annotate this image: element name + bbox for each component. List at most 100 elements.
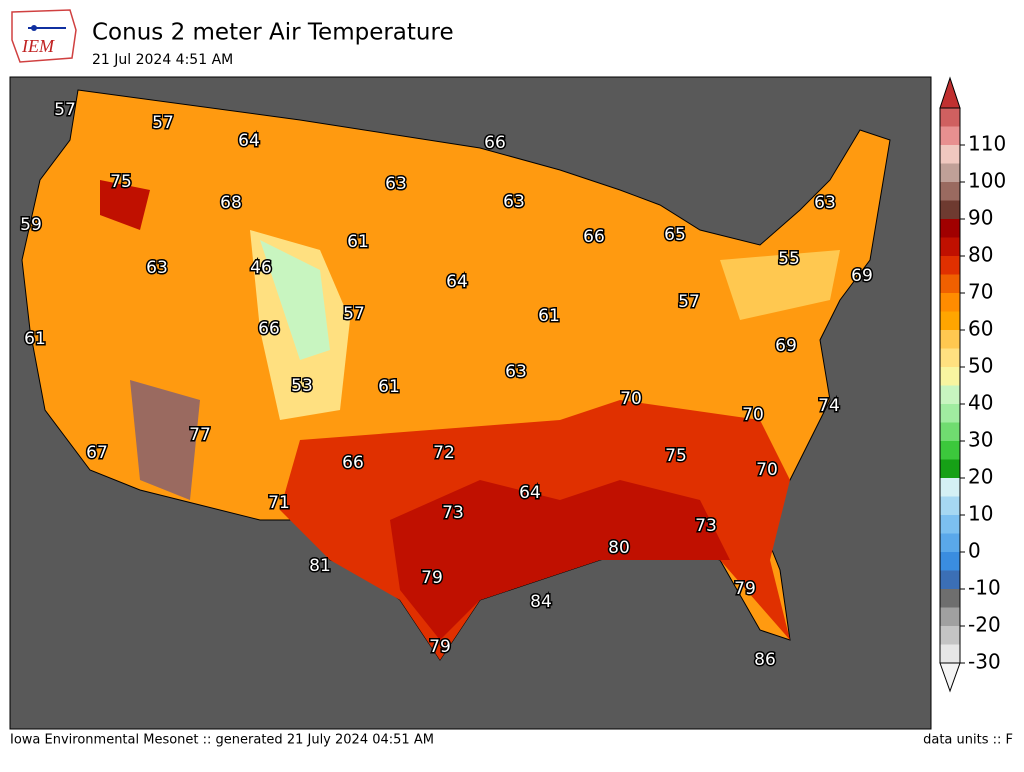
station-label: 64 [238, 131, 260, 151]
station-label: 72 [433, 443, 455, 463]
station-label: 75 [110, 172, 132, 192]
colorbar-segment [940, 626, 960, 645]
station-label: 63 [814, 193, 836, 213]
subtitle: 21 Jul 2024 4:51 AM [92, 52, 233, 68]
station-label: 84 [530, 592, 552, 612]
station-label: 74 [818, 396, 840, 416]
station-label: 68 [220, 193, 242, 213]
colorbar-segment [940, 404, 960, 423]
colorbar-frame [939, 107, 961, 664]
station-label: 69 [851, 266, 873, 286]
station-label: 81 [309, 556, 331, 576]
station-label: 53 [291, 376, 313, 396]
colorbar-tick-label: 10 [968, 502, 993, 526]
logo-text: IEM [21, 36, 55, 56]
colorbar-segment [940, 478, 960, 497]
station-label: 73 [695, 516, 717, 536]
colorbar-segment [940, 459, 960, 478]
station-label: 61 [378, 377, 400, 397]
colorbar-segment [940, 237, 960, 256]
colorbar-segment [940, 570, 960, 589]
colorbar-tick-label: 110 [968, 132, 1006, 156]
colorbar-segment [940, 441, 960, 460]
colorbar-tick-label: 90 [968, 206, 993, 230]
colorbar-segment [940, 422, 960, 441]
logo: IEM [11, 9, 77, 63]
station-label: 80 [608, 538, 630, 558]
station-label: 73 [442, 503, 464, 523]
station-label: 65 [664, 225, 686, 245]
colorbar-segment [940, 200, 960, 219]
colorbar-tick-label: 20 [968, 465, 993, 489]
colorbar-tick-label: -30 [968, 650, 1001, 674]
station-label: 61 [538, 306, 560, 326]
station-label: 70 [620, 389, 642, 409]
colorbar-segment [940, 348, 960, 367]
station-label: 70 [742, 405, 764, 425]
colorbar-tick-label: 40 [968, 391, 993, 415]
colorbar-segment [940, 163, 960, 182]
station-label: 79 [429, 637, 451, 657]
colorbar-segment [940, 385, 960, 404]
station-label: 61 [24, 329, 46, 349]
station-label: 75 [665, 446, 687, 466]
station-label: 79 [734, 579, 756, 599]
colorbar-tick-label: 30 [968, 428, 993, 452]
colorbar-segment [940, 589, 960, 608]
station-label: 71 [268, 493, 290, 513]
colorbar-tick-label: 70 [968, 280, 993, 304]
station-label: 59 [20, 215, 42, 235]
colorbar-segment [940, 274, 960, 293]
station-label: 66 [342, 453, 364, 473]
colorbar-segment [940, 533, 960, 552]
station-label: 61 [347, 232, 369, 252]
station-label: 64 [519, 483, 541, 503]
colorbar-segment [940, 256, 960, 275]
colorbar-tick-label: 60 [968, 317, 993, 341]
colorbar-segment [940, 607, 960, 626]
footer-right: data units :: F [923, 733, 1013, 748]
station-label: 57 [343, 304, 365, 324]
station-label: 77 [189, 425, 211, 445]
colorbar-segment [940, 219, 960, 238]
station-label: 66 [258, 319, 280, 339]
colorbar-segment [940, 293, 960, 312]
colorbar-segment [940, 367, 960, 386]
station-label: 70 [756, 460, 778, 480]
colorbar-tick-label: -20 [968, 613, 1001, 637]
station-label: 46 [250, 258, 272, 278]
colorbar-segment [940, 515, 960, 534]
colorbar-under [939, 662, 961, 693]
colorbar-segment [940, 330, 960, 349]
station-label: 57 [54, 100, 76, 120]
station-label: 69 [775, 336, 797, 356]
station-label: 55 [778, 249, 800, 269]
map [9, 76, 932, 730]
station-label: 67 [86, 443, 108, 463]
colorbar-tick-label: 50 [968, 354, 993, 378]
station-label: 66 [583, 227, 605, 247]
footer-left: Iowa Environmental Mesonet :: generated … [10, 733, 434, 748]
colorbar-tick-label: -10 [968, 576, 1001, 600]
colorbar-segment [940, 644, 960, 663]
colorbar-over [939, 76, 961, 109]
station-label: 66 [484, 133, 506, 153]
station-label: 63 [503, 192, 525, 212]
colorbar-tick-label: 100 [968, 169, 1006, 193]
station-label: 79 [421, 568, 443, 588]
colorbar-segment [940, 496, 960, 515]
colorbar-tick-label: 80 [968, 243, 993, 267]
station-label: 57 [152, 113, 174, 133]
station-label: 63 [505, 362, 527, 382]
colorbar-segment [940, 182, 960, 201]
station-label: 63 [385, 174, 407, 194]
colorbar-segment [940, 311, 960, 330]
title: Conus 2 meter Air Temperature [92, 20, 454, 46]
station-label: 57 [678, 292, 700, 312]
colorbar-segment [940, 552, 960, 571]
station-label: 64 [446, 272, 468, 292]
colorbar-segment [940, 108, 960, 127]
colorbar-segment [940, 126, 960, 145]
station-label: 86 [754, 650, 776, 670]
